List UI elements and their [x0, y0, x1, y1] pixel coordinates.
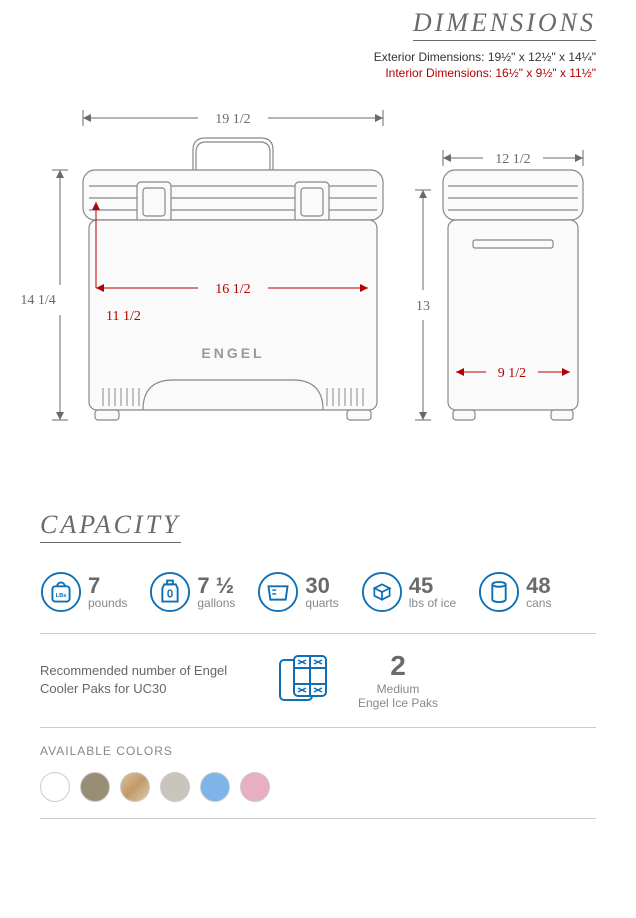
svg-text:13: 13 [416, 299, 430, 314]
stat-quarts: 30quarts [257, 571, 338, 613]
swatch-camo[interactable] [120, 772, 150, 802]
stat-gallons: 7 ½gallons [149, 571, 235, 613]
dimensions-section: DIMENSIONS Exterior Dimensions: 19½" x 1… [40, 0, 596, 450]
swatch-gray[interactable] [160, 772, 190, 802]
stat-pounds: LBs 7pounds [40, 571, 127, 613]
can-icon [478, 571, 520, 613]
stat-cans: 48cans [478, 571, 551, 613]
capacity-section: CAPACITY LBs 7pounds 7 ½gallons 30quarts… [40, 510, 596, 819]
recommended-text: Recommended number of Engel Cooler Paks … [40, 662, 250, 698]
swatch-row [40, 772, 596, 802]
stat-value: 45 [409, 575, 456, 597]
stat-value: 48 [526, 575, 551, 597]
stat-label: lbs of ice [409, 597, 456, 609]
cup-icon [257, 571, 299, 613]
svg-text:19 1/2: 19 1/2 [215, 112, 250, 127]
svg-text:ENGEL: ENGEL [201, 345, 264, 361]
svg-text:16 1/2: 16 1/2 [215, 282, 250, 297]
divider [40, 818, 596, 819]
swatch-tan[interactable] [80, 772, 110, 802]
stat-label: gallons [197, 597, 235, 609]
swatch-blue[interactable] [200, 772, 230, 802]
svg-text:9 1/2: 9 1/2 [498, 366, 526, 381]
stat-ice: 45lbs of ice [361, 571, 456, 613]
stat-value: 7 [88, 575, 127, 597]
stat-value: 30 [305, 575, 338, 597]
divider [40, 727, 596, 728]
recommended-sub1: Medium [358, 682, 438, 696]
ice-pak-icon [274, 654, 334, 706]
svg-text:14 1/4: 14 1/4 [20, 293, 55, 308]
capacity-heading: CAPACITY [40, 510, 181, 543]
swatch-white[interactable] [40, 772, 70, 802]
stat-label: cans [526, 597, 551, 609]
weight-icon: LBs [40, 571, 82, 613]
svg-text:12 1/2: 12 1/2 [495, 152, 530, 167]
stat-label: quarts [305, 597, 338, 609]
stat-label: pounds [88, 597, 127, 609]
swatch-pink[interactable] [240, 772, 270, 802]
recommended-row: Recommended number of Engel Cooler Paks … [40, 650, 596, 711]
cooler-diagram: ENGEL [28, 30, 598, 455]
ice-icon [361, 571, 403, 613]
jug-icon [149, 571, 191, 613]
capacity-stats: LBs 7pounds 7 ½gallons 30quarts 45lbs of… [40, 571, 596, 613]
recommended-value: 2 [358, 650, 438, 682]
stat-value: 7 ½ [197, 575, 235, 597]
svg-text:11 1/2: 11 1/2 [106, 309, 141, 324]
svg-text:LBs: LBs [56, 593, 67, 599]
recommended-sub2: Engel Ice Paks [358, 696, 438, 710]
divider [40, 633, 596, 634]
colors-heading: AVAILABLE COLORS [40, 744, 596, 758]
